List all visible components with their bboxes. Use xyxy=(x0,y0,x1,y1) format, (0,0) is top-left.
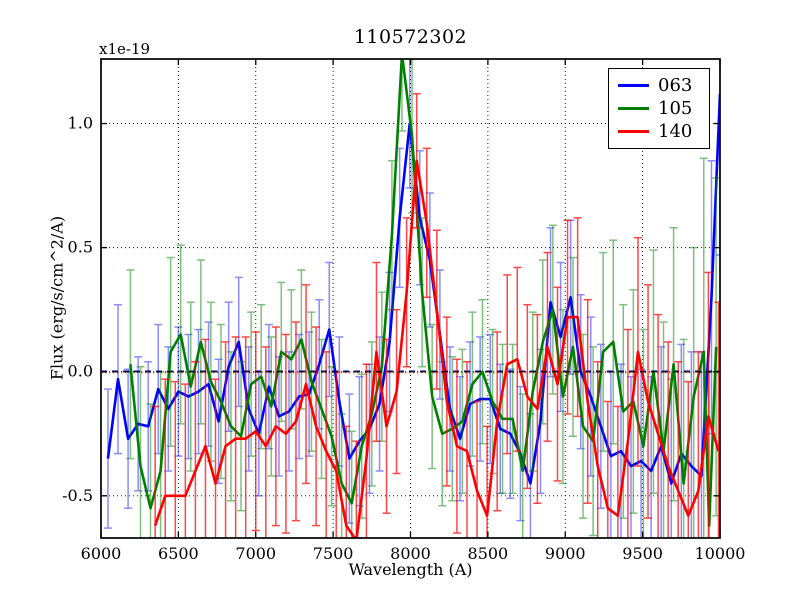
legend-label: 063 xyxy=(658,74,693,96)
svg-text:8500: 8500 xyxy=(468,544,509,563)
svg-text:-0.5: -0.5 xyxy=(62,486,93,505)
svg-text:0.5: 0.5 xyxy=(68,238,93,257)
svg-text:10000: 10000 xyxy=(695,544,746,563)
series-140-line xyxy=(153,159,720,538)
y-axis-offset-text: x1e-19 xyxy=(99,40,151,58)
axis-ticks xyxy=(100,59,721,538)
legend-entry-140: 140 xyxy=(618,120,702,143)
svg-text:7000: 7000 xyxy=(235,544,276,563)
plot-title: 110572302 xyxy=(353,26,468,48)
svg-text:1.0: 1.0 xyxy=(68,114,93,133)
legend-entry-063: 063 xyxy=(618,74,702,97)
legend-line-sample xyxy=(618,129,649,134)
y-tick-labels: -0.5 0.0 0.5 1.0 xyxy=(62,114,93,505)
svg-text:8000: 8000 xyxy=(390,544,431,563)
legend-entry-105: 105 xyxy=(618,97,702,120)
svg-text:6000: 6000 xyxy=(81,544,122,563)
svg-text:9500: 9500 xyxy=(622,544,663,563)
series-105-line xyxy=(129,59,718,527)
x-axis-label: Wavelength (A) xyxy=(348,560,473,579)
legend-label: 105 xyxy=(658,97,693,119)
svg-text:0.0: 0.0 xyxy=(68,362,93,381)
svg-text:7500: 7500 xyxy=(313,544,354,563)
x-tick-labels: 6000 6500 7000 7500 8000 8500 9000 9500 10000 xyxy=(81,544,746,563)
svg-text:9000: 9000 xyxy=(545,544,586,563)
legend-label: 140 xyxy=(658,120,693,142)
legend-line-sample xyxy=(618,106,649,111)
legend: 063 105 140 xyxy=(608,68,710,149)
y-axis-label: Flux (erg/s/cm^2/A) xyxy=(47,215,67,381)
svg-text:6500: 6500 xyxy=(158,544,199,563)
legend-line-sample xyxy=(618,83,649,88)
